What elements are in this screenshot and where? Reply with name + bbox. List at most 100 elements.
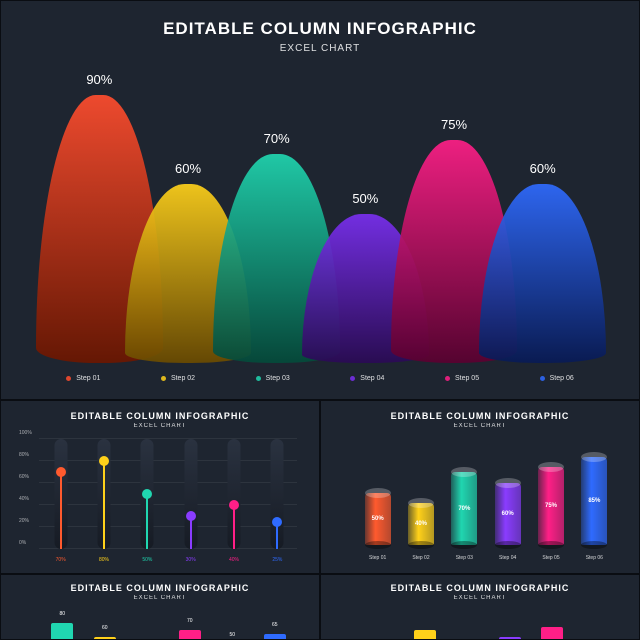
bell-pct-1: 60% <box>175 161 201 176</box>
step-legend-4: Step 05 <box>415 371 510 385</box>
lollipop-title: EDITABLE COLUMN INFOGRAPHIC <box>1 411 319 421</box>
step-label: Step 01 <box>76 375 100 382</box>
gridline <box>39 526 297 527</box>
cylinder-pct: 40% <box>415 521 427 527</box>
step-dot-icon <box>540 376 545 381</box>
cylinder-x-label: Step 02 <box>412 555 429 561</box>
y-label: 100% <box>19 430 32 436</box>
gridline <box>39 504 297 505</box>
step-legend-0: Step 01 <box>36 371 131 385</box>
lollipop-knob <box>56 467 66 477</box>
bars-a-subtitle: EXCEL CHART <box>1 595 319 601</box>
bell-pct-4: 75% <box>441 117 467 132</box>
main-title: EDITABLE COLUMN INFOGRAPHIC <box>1 19 639 39</box>
bell-pct-2: 70% <box>264 131 290 146</box>
bar <box>51 623 73 640</box>
step-legend-1: Step 02 <box>131 371 226 385</box>
step-label: Step 06 <box>550 375 574 382</box>
cylinder-bar: 85% <box>581 457 607 545</box>
cylinder-panel: EDITABLE COLUMN INFOGRAPHIC EXCEL CHART … <box>320 400 640 574</box>
lollipop-knob <box>99 456 109 466</box>
lollipop-knob <box>272 517 282 527</box>
y-label: 60% <box>19 474 29 480</box>
bars-b-panel: EDITABLE COLUMN INFOGRAPHIC EXCEL CHART <box>320 574 640 640</box>
bar-top-label: 70 <box>187 618 193 624</box>
bell-pct-3: 50% <box>352 191 378 206</box>
cylinder-pct: 60% <box>502 511 514 517</box>
bars-a-panel: EDITABLE COLUMN INFOGRAPHIC EXCEL CHART … <box>0 574 320 640</box>
bars-b-area <box>361 613 614 639</box>
lollipop-stem <box>103 461 105 549</box>
cylinder-x-label: Step 01 <box>369 555 386 561</box>
step-dot-icon <box>161 376 166 381</box>
step-label: Step 04 <box>360 375 384 382</box>
step-label: Step 05 <box>455 375 479 382</box>
step-dot-icon <box>66 376 71 381</box>
cylinder-bar: 60% <box>495 483 521 545</box>
cylinder-pct: 50% <box>372 516 384 522</box>
step-label: Step 03 <box>266 375 290 382</box>
bar-top-label: 60 <box>102 625 108 631</box>
cylinder-bar: 50% <box>365 493 391 545</box>
lollipop-stem <box>146 494 148 549</box>
bars-a-area: 806040705065 <box>41 613 294 639</box>
step-dot-icon <box>350 376 355 381</box>
step-legend-2: Step 03 <box>225 371 320 385</box>
gridline <box>39 548 297 549</box>
y-label: 80% <box>19 452 29 458</box>
gridline <box>39 438 297 439</box>
bar <box>541 627 563 640</box>
y-label: 0% <box>19 540 26 546</box>
bell-chart-area: 90% 60% 70% 50% 75% 60% <box>36 67 604 363</box>
cylinder-title: EDITABLE COLUMN INFOGRAPHIC <box>321 411 639 421</box>
y-label: 20% <box>19 518 29 524</box>
lollipop-stem <box>233 505 235 549</box>
lollipop-subtitle: EXCEL CHART <box>1 423 319 429</box>
lollipop-chart-area: 0%20%40%60%80%100%70%80%50%30%40%25% <box>39 441 297 549</box>
bar <box>414 630 436 640</box>
step-legend-3: Step 04 <box>320 371 415 385</box>
lollipop-knob <box>229 500 239 510</box>
step-dot-icon <box>445 376 450 381</box>
cylinder-chart-area: 50%Step 0140%Step 0270%Step 0360%Step 04… <box>356 443 614 545</box>
step-dot-icon <box>256 376 261 381</box>
bar-top-label: 50 <box>229 632 235 638</box>
main-bell-chart-panel: EDITABLE COLUMN INFOGRAPHIC EXCEL CHART … <box>0 0 640 400</box>
lollipop-panel: EDITABLE COLUMN INFOGRAPHIC EXCEL CHART … <box>0 400 320 574</box>
cylinder-pct: 75% <box>545 503 557 509</box>
cylinder-pct: 70% <box>458 506 470 512</box>
bars-b-subtitle: EXCEL CHART <box>321 595 639 601</box>
bar <box>179 630 201 640</box>
lollipop-knob <box>142 489 152 499</box>
bars-b-title: EDITABLE COLUMN INFOGRAPHIC <box>321 583 639 593</box>
bell-pct-0: 90% <box>86 72 112 87</box>
step-legend-row: Step 01 Step 02 Step 03 Step 04 Step 05 Step … <box>36 371 604 385</box>
bar <box>264 634 286 640</box>
lollipop-x-label: 25% <box>272 557 282 563</box>
lollipop-knob <box>186 511 196 521</box>
lollipop-x-label: 40% <box>229 557 239 563</box>
bars-a-title: EDITABLE COLUMN INFOGRAPHIC <box>1 583 319 593</box>
gridline <box>39 460 297 461</box>
cylinder-bar: 40% <box>408 503 434 545</box>
cylinder-x-label: Step 04 <box>499 555 516 561</box>
main-subtitle: EXCEL CHART <box>1 43 639 54</box>
bar-top-label: 80 <box>59 611 65 617</box>
y-label: 40% <box>19 496 29 502</box>
lollipop-x-label: 70% <box>56 557 66 563</box>
step-legend-5: Step 06 <box>509 371 604 385</box>
cylinder-bar: 70% <box>451 472 477 545</box>
step-label: Step 02 <box>171 375 195 382</box>
lollipop-x-label: 50% <box>142 557 152 563</box>
gridline <box>39 482 297 483</box>
bar-top-label: 65 <box>272 622 278 628</box>
bell-pct-5: 60% <box>530 161 556 176</box>
cylinder-bar: 75% <box>538 467 564 545</box>
lollipop-x-label: 80% <box>99 557 109 563</box>
lollipop-x-label: 30% <box>186 557 196 563</box>
cylinder-x-label: Step 05 <box>542 555 559 561</box>
cylinder-pct: 85% <box>588 498 600 504</box>
cylinder-subtitle: EXCEL CHART <box>321 423 639 429</box>
cylinder-x-label: Step 06 <box>586 555 603 561</box>
lollipop-stem <box>60 472 62 549</box>
